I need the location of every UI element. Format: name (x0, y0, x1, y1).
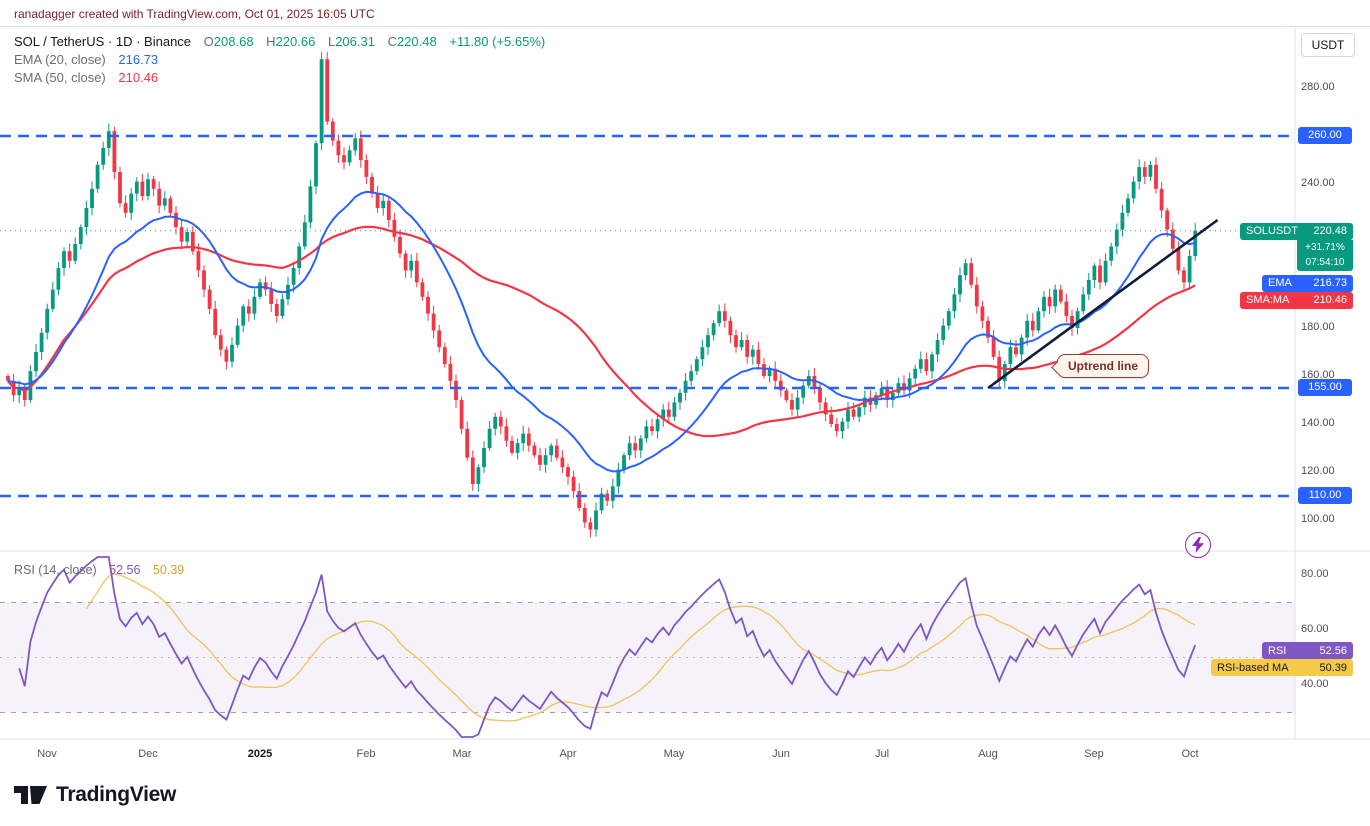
ohlc-low-value: 206.31 (335, 34, 375, 49)
price-tick-label: 140.00 (1301, 417, 1335, 429)
time-axis-label: Feb (357, 748, 376, 760)
price-level-badge: 260.00 (1298, 127, 1352, 144)
ema-price-badge: EMA 216.73 (1262, 274, 1353, 292)
ema-badge-label: EMA (1268, 277, 1292, 290)
ohlc-close-label: C (387, 34, 397, 49)
symbol-price-badge: SOLUSDT 220.48 (1240, 222, 1353, 240)
time-axis-label: May (664, 748, 685, 760)
price-tick-label: 100.00 (1301, 513, 1335, 525)
rsi-ma-value: 50.39 (152, 563, 185, 577)
time-axis-label: 2025 (248, 748, 272, 760)
symbol-badge-countdown: 07:54:10 (1305, 256, 1345, 268)
price-tick-label: 120.00 (1301, 465, 1335, 477)
price-chart-canvas[interactable]: Nov Dec 2025 Feb Mar Apr May Jun Jul Aug Sep Oct (0, 27, 1370, 765)
symbol-badge-change: +31.71% (1305, 241, 1345, 253)
lightning-icon (1192, 537, 1204, 553)
ema-badge-value: 216.73 (1313, 277, 1347, 290)
rsi-badge-value: 52.56 (1319, 644, 1347, 657)
tradingview-logo-icon[interactable] (14, 782, 48, 808)
rsi-ma-value-badge: RSI-based MA 50.39 (1211, 659, 1353, 677)
price-tick-label: 280.00 (1301, 81, 1335, 93)
ohlc-low-label: L (327, 34, 336, 49)
symbol-title[interactable]: SOL / TetherUS · 1D · Binance (14, 34, 192, 49)
sma-price-badge: SMA:MA 210.46 (1240, 291, 1353, 309)
time-axis-label: Sep (1084, 748, 1104, 760)
time-axis-label: Nov (37, 748, 57, 760)
attribution-text: ranadagger created with TradingView.com,… (14, 7, 375, 21)
chart-area[interactable]: Nov Dec 2025 Feb Mar Apr May Jun Jul Aug Sep Oct SO… (0, 27, 1370, 765)
price-tick-label: 180.00 (1301, 321, 1335, 333)
attribution-bar: ranadagger created with TradingView.com,… (0, 0, 1370, 27)
price-tick-label: 240.00 (1301, 177, 1335, 189)
rsi-tick-label: 80.00 (1301, 568, 1329, 580)
sma-badge-label: SMA:MA (1246, 294, 1290, 307)
symbol-change-badge: +31.71% 07:54:10 (1297, 239, 1353, 271)
price-level-badge: 155.00 (1298, 379, 1352, 396)
rsi-value-badge: RSI 52.56 (1262, 642, 1353, 660)
footer-bar: TradingView (0, 765, 1370, 825)
currency-toggle-button[interactable]: USDT (1301, 33, 1355, 57)
uptrend-line-callout[interactable]: Uptrend line (1057, 354, 1150, 378)
symbol-badge-price: 220.48 (1313, 225, 1347, 238)
sma-legend-row[interactable]: SMA (50, close) 210.46 (14, 69, 545, 87)
ema-label[interactable]: EMA (20, close) (14, 52, 106, 67)
sma-badge-value: 210.46 (1313, 294, 1347, 307)
sma-label[interactable]: SMA (50, close) (14, 70, 106, 85)
rsi-ma-badge-label: RSI-based MA (1217, 661, 1289, 674)
rsi-badge-label: RSI (1268, 644, 1287, 657)
ohlc-high-value: 220.66 (275, 34, 316, 49)
symbol-badge-label: SOLUSDT (1246, 225, 1298, 238)
ohlc-open-label: O (203, 34, 214, 49)
indicator-legend: SOL / TetherUS · 1D · Binance O208.68 H2… (14, 33, 545, 87)
time-axis-label: Aug (978, 748, 998, 760)
ohlc-high-label: H (266, 34, 276, 49)
price-tick-label: 160.00 (1301, 369, 1335, 381)
time-axis-label: Oct (1181, 748, 1198, 760)
time-axis-label: Dec (138, 748, 158, 760)
ohlc-close-value: 220.48 (396, 34, 437, 49)
quick-trade-lightning-button[interactable] (1185, 532, 1211, 558)
time-axis-label: Mar (453, 748, 472, 760)
sma-value: 210.46 (118, 70, 159, 85)
change-value: +11.80 (+5.65%) (449, 34, 546, 49)
symbol-legend-row[interactable]: SOL / TetherUS · 1D · Binance O208.68 H2… (14, 33, 545, 51)
rsi-label[interactable]: RSI (14, close) (14, 563, 97, 577)
rsi-legend-row[interactable]: RSI (14, close) 52.56 50.39 (14, 563, 184, 577)
rsi-tick-label: 40.00 (1301, 678, 1329, 690)
price-level-badge: 110.00 (1298, 487, 1352, 504)
time-axis-label: Jun (772, 748, 790, 760)
ema-value: 216.73 (118, 52, 159, 67)
rsi-tick-label: 60.00 (1301, 623, 1329, 635)
rsi-ma-badge-value: 50.39 (1319, 661, 1347, 674)
ohlc-open-value: 208.68 (213, 34, 254, 49)
time-axis-label: Apr (559, 748, 576, 760)
ema-legend-row[interactable]: EMA (20, close) 216.73 (14, 51, 545, 69)
time-axis-label: Jul (875, 748, 889, 760)
rsi-value: 52.56 (109, 563, 141, 577)
tradingview-brand-text[interactable]: TradingView (56, 783, 177, 806)
